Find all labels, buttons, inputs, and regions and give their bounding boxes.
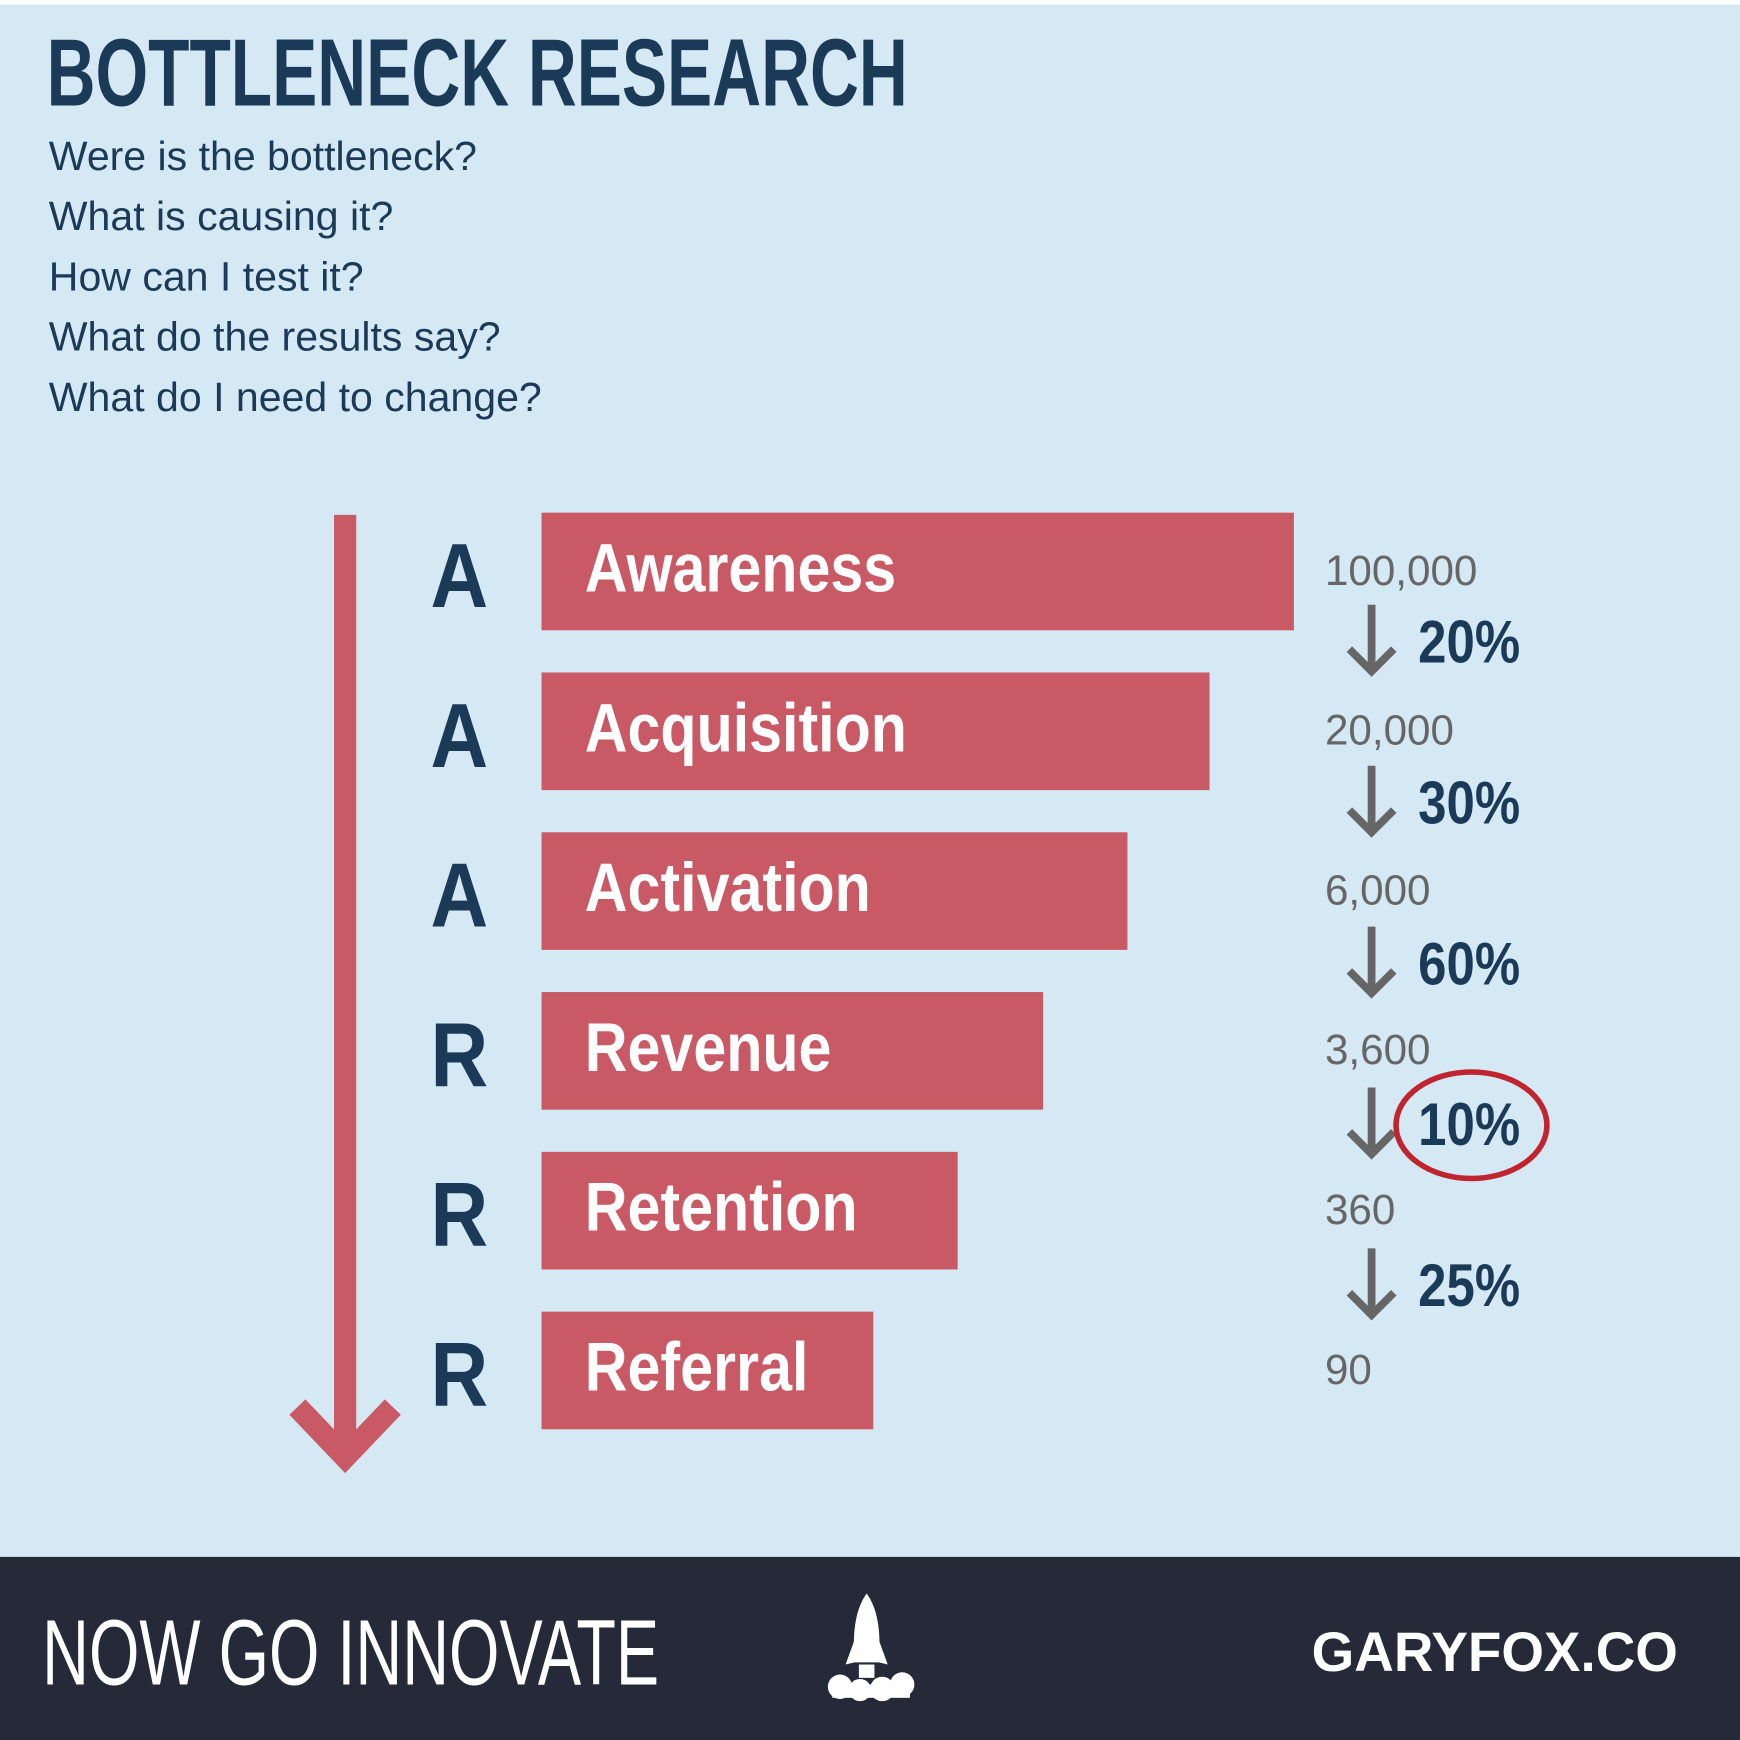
highlight-circle bbox=[1393, 1069, 1550, 1182]
stage-bar bbox=[541, 1311, 874, 1430]
funnel: A Awareness 100,000 A Acquisition 20,000 A Acti… bbox=[431, 512, 1550, 1430]
stage-letter: R bbox=[431, 1325, 489, 1426]
stage-count: 100,000 bbox=[1325, 547, 1477, 594]
conversion-rate: 20% bbox=[1418, 609, 1520, 676]
conversion-arrow-head bbox=[1346, 968, 1397, 999]
conversion-rate: 10% bbox=[1418, 1091, 1520, 1158]
question: What do the results say? bbox=[49, 314, 501, 360]
questions: Were is the bottleneck? What is causing i… bbox=[49, 133, 542, 420]
slogan: NOW GO INNOVATE bbox=[42, 1601, 659, 1705]
flow-arrow-head bbox=[289, 1399, 401, 1474]
title: BOTTLENECK RESEARCH bbox=[47, 20, 908, 126]
site: GARYFOX.CO bbox=[1312, 1621, 1678, 1683]
stage-count: 360 bbox=[1325, 1186, 1395, 1233]
stage-bar bbox=[541, 832, 1128, 950]
conversion-rate: 60% bbox=[1418, 930, 1520, 997]
stage-label: Revenue bbox=[585, 1009, 832, 1086]
stage-count: 6,000 bbox=[1325, 866, 1431, 913]
stage-label: Awareness bbox=[585, 529, 896, 606]
stage-letter: R bbox=[431, 1165, 489, 1266]
conversion-arrow-head bbox=[1346, 1129, 1397, 1160]
conversion-arrow-head bbox=[1346, 1290, 1397, 1321]
stage-bar bbox=[541, 992, 1044, 1110]
question: How can I test it? bbox=[49, 253, 364, 299]
stage-bar bbox=[541, 512, 1294, 631]
stage-label: Acquisition bbox=[585, 689, 907, 766]
stage-letter: A bbox=[431, 526, 489, 627]
question: Were is the bottleneck? bbox=[49, 133, 477, 179]
conversion-arrow-head bbox=[1346, 646, 1397, 677]
stage-letter: A bbox=[431, 846, 489, 947]
question: What is causing it? bbox=[49, 193, 393, 239]
stage-letter: A bbox=[431, 686, 489, 787]
stage-label: Referral bbox=[585, 1328, 809, 1405]
stage-bar bbox=[541, 1151, 958, 1270]
rocket-icon bbox=[827, 1593, 915, 1702]
stage-bar bbox=[541, 672, 1210, 791]
stage-label: Retention bbox=[585, 1168, 858, 1245]
question: What do I need to change? bbox=[49, 374, 542, 420]
stage-count: 20,000 bbox=[1325, 707, 1454, 754]
stage-letter: R bbox=[431, 1005, 489, 1106]
conversion-rate: 25% bbox=[1418, 1252, 1520, 1319]
stage-count: 3,600 bbox=[1325, 1026, 1431, 1073]
conversion-rate: 30% bbox=[1418, 770, 1520, 837]
conversion-arrow-head bbox=[1346, 807, 1397, 838]
stage-label: Activation bbox=[585, 849, 871, 926]
stage-count: 90 bbox=[1325, 1346, 1372, 1393]
